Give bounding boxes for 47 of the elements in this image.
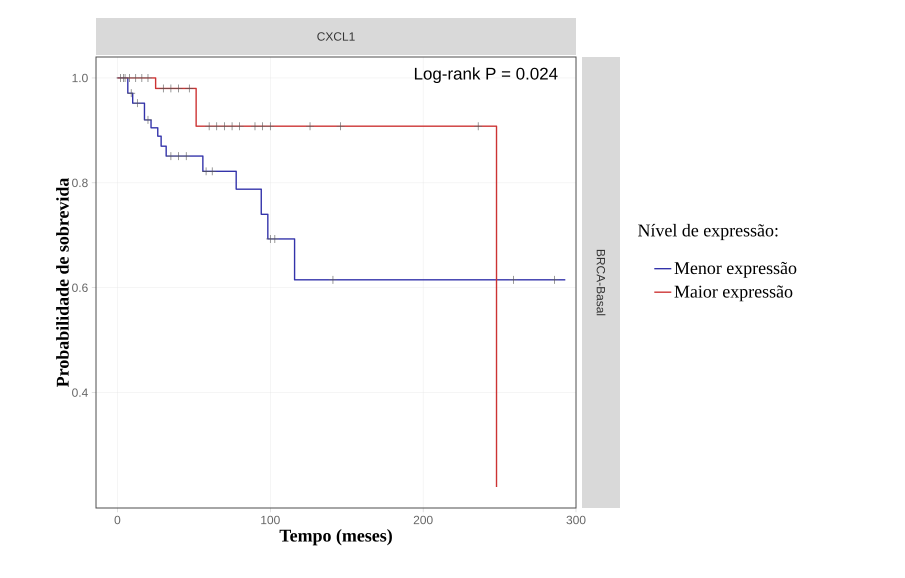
point	[182, 152, 190, 160]
point	[132, 98, 142, 108]
y-tick-label: 0.8	[72, 178, 88, 188]
point	[258, 122, 267, 130]
point	[550, 276, 559, 284]
point	[131, 74, 140, 82]
point	[126, 88, 136, 98]
point	[166, 152, 176, 160]
x-tick-label: 300	[566, 516, 586, 524]
x-tick-label: 100	[261, 516, 280, 524]
point	[474, 122, 482, 130]
x-tick-label: 0	[114, 516, 120, 524]
legend-label: Maior expressão	[674, 285, 792, 302]
point	[184, 84, 194, 93]
point	[235, 122, 244, 130]
point	[125, 74, 134, 82]
point	[138, 74, 146, 82]
legend-label: Menor expressão	[674, 262, 796, 278]
point	[144, 116, 152, 124]
point	[208, 167, 216, 176]
chart-title: CXCL1	[317, 32, 355, 41]
point	[306, 122, 314, 130]
point	[204, 122, 214, 130]
y-tick-label: 1.0	[72, 74, 88, 82]
point	[166, 84, 176, 93]
legend-title: Nível de expressão:	[638, 224, 778, 240]
point	[228, 122, 236, 130]
y-tick-label: 0.6	[72, 284, 88, 292]
point	[212, 122, 222, 130]
point	[174, 152, 183, 160]
x-axis-title: Tempo (meses)	[280, 529, 392, 546]
point	[174, 84, 183, 93]
x-tick-label: 200	[414, 516, 433, 524]
point	[202, 167, 210, 176]
text: BRCA-Basal	[596, 250, 606, 316]
point	[509, 276, 518, 284]
point	[336, 122, 345, 130]
point	[266, 122, 275, 130]
y-tick-label: 0.4	[72, 388, 88, 397]
point	[220, 122, 229, 130]
point	[144, 74, 152, 82]
point	[270, 234, 280, 244]
point	[250, 122, 260, 130]
point	[158, 84, 168, 93]
annotation: Log-rank P = 0.024	[414, 67, 558, 84]
y-axis-title: Probabilidade de sobrevida	[56, 178, 69, 387]
point	[328, 276, 338, 284]
